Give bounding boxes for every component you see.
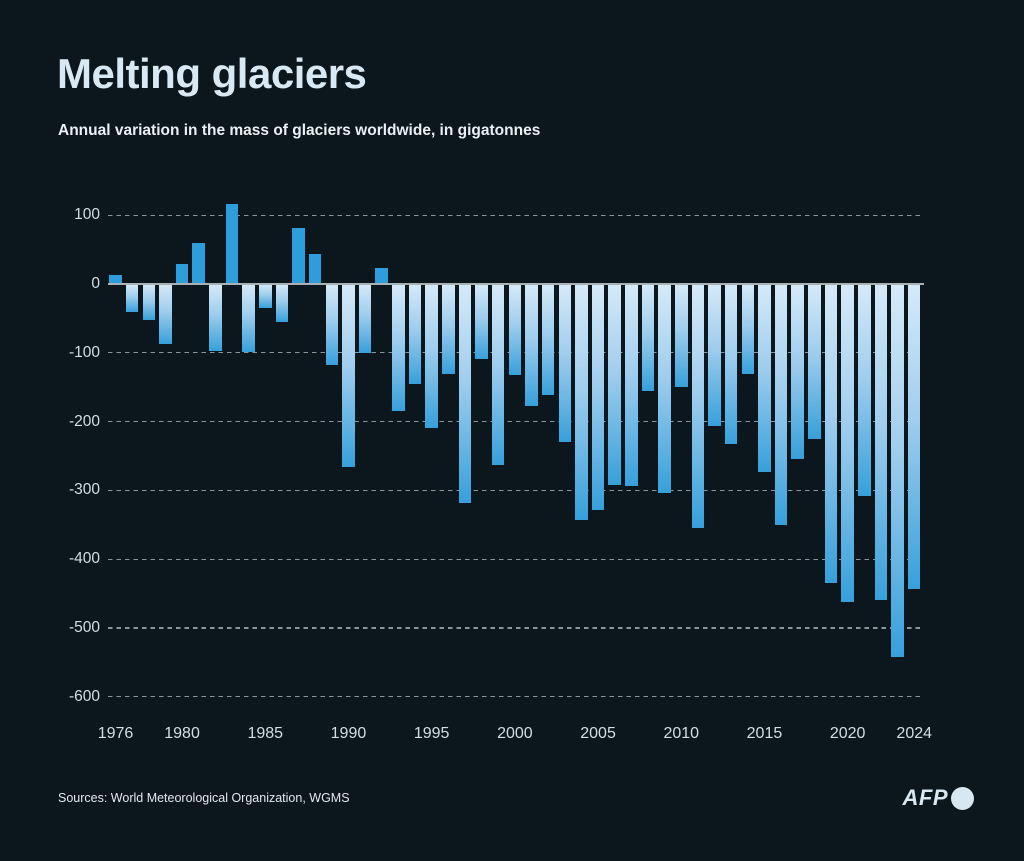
bar-2017 xyxy=(791,284,804,459)
bar-2021 xyxy=(858,284,871,496)
afp-logo-circle-icon xyxy=(951,786,974,810)
bar-1986 xyxy=(275,284,289,322)
bar-1991 xyxy=(358,284,372,353)
gridline-100 xyxy=(108,214,924,216)
bar-2016 xyxy=(774,284,788,525)
bar-2003 xyxy=(558,284,572,442)
x-tick-label-2005: 2005 xyxy=(580,725,616,742)
bar-2012 xyxy=(708,284,721,427)
gridline--500 xyxy=(108,627,924,629)
gridline--400 xyxy=(108,558,924,560)
bar-2022 xyxy=(874,284,888,600)
bar-1998 xyxy=(475,284,488,359)
bar-1989 xyxy=(325,284,339,366)
x-tick-label-2015: 2015 xyxy=(746,725,783,742)
bar-2020 xyxy=(841,284,854,602)
x-tick-label-2020: 2020 xyxy=(829,725,866,742)
bar-1995 xyxy=(425,284,438,428)
zero-axis-line xyxy=(108,283,924,285)
x-tick-label-1985: 1985 xyxy=(247,725,284,742)
bar-1984 xyxy=(242,284,255,353)
afp-logo: AFP xyxy=(902,785,974,811)
x-tick-label-2000: 2000 xyxy=(497,725,533,742)
bar-1988 xyxy=(308,253,322,284)
bar-2002 xyxy=(541,284,555,395)
bar-1994 xyxy=(408,284,422,384)
afp-logo-text: AFP xyxy=(902,785,948,810)
bar-2024 xyxy=(907,284,921,590)
gridline--600 xyxy=(108,696,924,698)
x-tick-label-1980: 1980 xyxy=(164,725,200,742)
bar-2023 xyxy=(891,284,904,657)
bar-1992 xyxy=(375,268,388,284)
gridline--300 xyxy=(108,489,924,492)
bar-2008 xyxy=(641,284,655,391)
bar-1985 xyxy=(259,284,272,309)
bar-1997 xyxy=(458,284,472,504)
x-tick-label-2024: 2024 xyxy=(896,725,933,742)
x-tick-label-1990: 1990 xyxy=(330,725,367,742)
bar-2013 xyxy=(724,284,738,445)
y-tick-label--100: -100 xyxy=(68,343,100,361)
x-tick-label-2010: 2010 xyxy=(663,725,700,742)
bar-2004 xyxy=(575,284,588,520)
y-tick-label-0: 0 xyxy=(91,275,100,292)
bar-2005 xyxy=(591,284,605,511)
bar-1999 xyxy=(491,284,505,465)
bar-2019 xyxy=(824,284,838,584)
y-tick-label--400: -400 xyxy=(68,550,100,568)
bar-1982 xyxy=(209,284,222,351)
bar-2007 xyxy=(625,284,638,487)
bar-1978 xyxy=(142,284,156,321)
bar-2000 xyxy=(508,284,522,375)
bar-1990 xyxy=(342,284,355,467)
bar-1987 xyxy=(292,227,305,284)
page-title: Melting glaciers xyxy=(57,50,367,97)
gridline--200 xyxy=(108,420,924,423)
bar-2011 xyxy=(691,284,705,529)
bar-2006 xyxy=(608,284,621,485)
chart-subtitle: Annual variation in the mass of glaciers… xyxy=(58,122,541,139)
x-tick-label-1976: 1976 xyxy=(97,725,134,742)
bar-2001 xyxy=(525,284,538,406)
bar-1993 xyxy=(392,284,405,411)
bar-2010 xyxy=(675,284,688,388)
bar-1980 xyxy=(175,264,189,284)
bar-1977 xyxy=(125,284,139,313)
bar-1981 xyxy=(192,242,205,284)
bar-1979 xyxy=(159,284,172,344)
y-tick-label-100: 100 xyxy=(74,206,100,224)
y-tick-label--200: -200 xyxy=(68,412,100,430)
y-tick-label--600: -600 xyxy=(68,687,100,705)
x-tick-label-1995: 1995 xyxy=(413,725,450,742)
bar-2014 xyxy=(741,284,755,375)
y-tick-label--300: -300 xyxy=(68,481,100,499)
source-text: Sources: World Meteorological Organizati… xyxy=(58,791,350,805)
glacier-mass-bar-chart: 100 0 -100 -200 -300 -400 -500 -600 1976 1980 198… xyxy=(68,204,933,742)
y-tick-label--500: -500 xyxy=(68,619,100,636)
bar-2015 xyxy=(758,284,771,472)
bar-1983 xyxy=(225,204,239,284)
bar-1976 xyxy=(109,275,122,284)
bar-1996 xyxy=(442,284,455,375)
bar-2018 xyxy=(808,284,821,440)
bar-2009 xyxy=(658,284,671,494)
